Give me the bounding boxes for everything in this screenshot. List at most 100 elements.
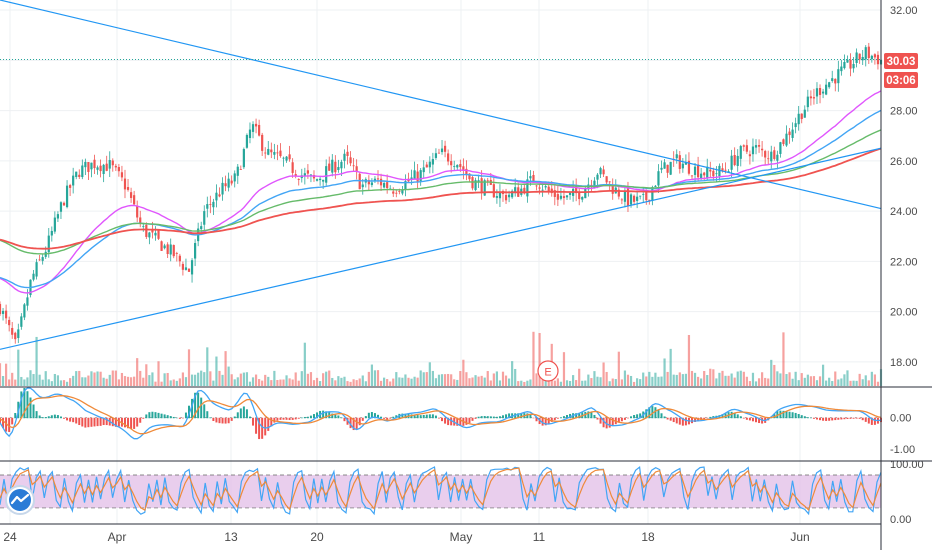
volume-bar xyxy=(136,358,139,386)
candle-body xyxy=(611,184,614,194)
candle-body xyxy=(322,179,325,182)
macd-histogram-bar xyxy=(785,411,788,419)
volume-bar xyxy=(69,378,72,386)
volume-bar xyxy=(751,372,755,386)
macd-histogram-bar xyxy=(35,411,38,419)
volume-bar xyxy=(471,377,474,386)
volume-bar xyxy=(465,372,468,386)
time-axis[interactable]: 24 Apr 13 20 May 11 18 Jun xyxy=(3,530,809,544)
macd-histogram-bar xyxy=(194,392,197,419)
volume-bar xyxy=(718,372,721,386)
macd-histogram-bar xyxy=(145,414,148,419)
candle-body xyxy=(706,166,709,179)
candle-body xyxy=(184,267,188,270)
macd-histogram-bar xyxy=(66,417,69,421)
candle-body xyxy=(858,53,861,60)
volume-bar xyxy=(96,371,99,386)
volume-bar xyxy=(828,377,831,386)
candle-body xyxy=(477,180,480,182)
candle-body xyxy=(309,174,313,176)
moving-average-line xyxy=(0,147,882,250)
macd-histogram-bar xyxy=(672,417,675,423)
candle-body xyxy=(843,62,846,69)
candle-body xyxy=(715,173,718,175)
volume-bar xyxy=(660,376,663,386)
candle-body xyxy=(645,192,648,201)
macd-histogram-bar xyxy=(233,416,236,419)
volume-bar xyxy=(17,349,20,386)
macd-histogram-bar xyxy=(203,404,206,419)
volume-bar xyxy=(733,377,736,386)
candle-body xyxy=(239,169,242,170)
candle-body xyxy=(187,268,191,272)
volume-bar xyxy=(590,378,593,386)
volume-bar xyxy=(331,377,334,386)
volume-bar xyxy=(684,373,687,386)
candle-body xyxy=(172,245,175,257)
signal-line xyxy=(0,395,882,435)
macd-histogram-bar xyxy=(819,417,822,421)
candle-body xyxy=(559,195,563,199)
macd-histogram-bar xyxy=(139,417,142,423)
macd-histogram-bar xyxy=(105,417,108,426)
volume-bar xyxy=(84,377,87,386)
volume-bar xyxy=(148,375,151,386)
volume-bar xyxy=(145,364,148,386)
volume-bar xyxy=(404,374,407,386)
macd-histogram-bar xyxy=(191,398,194,419)
candle-body xyxy=(111,160,114,166)
volume-bar xyxy=(712,369,715,386)
candle-body xyxy=(462,166,465,171)
volume-bar xyxy=(803,377,806,386)
candle-body xyxy=(748,154,752,157)
macd-histogram-bar xyxy=(526,413,529,419)
candle-body xyxy=(373,178,377,181)
macd-histogram-bar xyxy=(32,404,35,419)
macd-histogram-bar xyxy=(96,417,99,427)
volume-bar xyxy=(206,347,209,386)
candle-body xyxy=(565,195,569,198)
macd-histogram-bar xyxy=(791,412,794,419)
volume-bar xyxy=(227,366,230,386)
volume-bar xyxy=(706,375,709,386)
macd-histogram-bar xyxy=(730,411,733,419)
candle-body xyxy=(383,182,386,188)
trendline[interactable] xyxy=(0,0,882,210)
volume-bar xyxy=(343,376,346,386)
candle-body xyxy=(142,226,145,228)
macd-histogram-bar xyxy=(26,391,29,419)
candle-body xyxy=(684,161,687,165)
macd-histogram-bar xyxy=(651,406,654,419)
candle-body xyxy=(1,310,5,314)
candle-body xyxy=(276,152,279,154)
candle-body xyxy=(62,202,66,206)
earnings-marker[interactable]: E xyxy=(537,360,559,382)
macd-histogram-bar xyxy=(590,411,593,419)
volume-bar xyxy=(599,377,602,386)
candle-body xyxy=(331,159,334,173)
volume-bar xyxy=(154,381,157,386)
candle-body xyxy=(398,191,401,192)
candle-body xyxy=(733,155,736,166)
volume-bar xyxy=(87,375,90,386)
volume-bar xyxy=(355,380,358,386)
volume-bar xyxy=(261,380,264,386)
candle-body xyxy=(812,97,816,99)
stoch-tick-label: 0.00 xyxy=(890,514,911,526)
candle-body xyxy=(294,174,297,177)
volume-bar xyxy=(224,351,227,386)
volume-bar xyxy=(425,372,428,386)
macd-histogram-bar xyxy=(617,417,620,423)
macd-histogram-bar xyxy=(166,415,169,419)
tradingview-logo[interactable] xyxy=(5,485,35,515)
volume-bar xyxy=(523,381,526,386)
trendline[interactable] xyxy=(0,147,882,350)
volume-bar xyxy=(614,379,617,386)
candle-body xyxy=(4,310,8,319)
macd-histogram-bar xyxy=(465,417,468,425)
volume-bar xyxy=(837,379,840,386)
macd-histogram-bar xyxy=(434,415,437,419)
candle-body xyxy=(581,196,584,200)
candle-body xyxy=(56,214,60,219)
